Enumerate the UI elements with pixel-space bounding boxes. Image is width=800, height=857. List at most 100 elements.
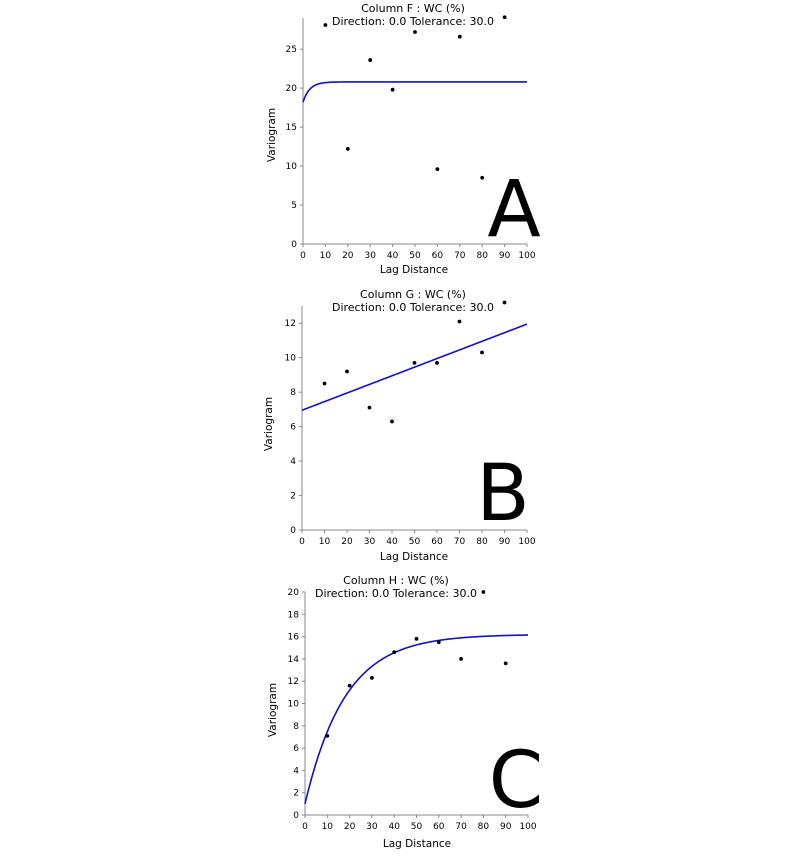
x-tick-label: 60 bbox=[433, 822, 445, 832]
y-tick-label: 10 bbox=[286, 162, 298, 172]
data-point bbox=[459, 657, 463, 661]
panel-label: B bbox=[476, 449, 530, 539]
x-tick-label: 0 bbox=[300, 251, 306, 261]
x-tick-label: 10 bbox=[322, 822, 334, 832]
chart-title: Column H : WC (%) bbox=[343, 574, 449, 587]
x-tick-label: 50 bbox=[411, 822, 423, 832]
x-tick-label: 30 bbox=[366, 822, 378, 832]
data-point bbox=[345, 147, 350, 151]
data-point bbox=[414, 636, 419, 641]
y-tick-label: 0 bbox=[291, 240, 297, 250]
y-tick-label: 4 bbox=[293, 766, 299, 776]
y-tick-label: 16 bbox=[288, 633, 300, 643]
x-tick-label: 50 bbox=[409, 251, 421, 261]
chart-subtitle: Direction: 0.0 Tolerance: 30.0 bbox=[332, 15, 494, 28]
y-tick-label: 2 bbox=[290, 492, 296, 502]
data-point bbox=[412, 360, 417, 365]
data-point bbox=[481, 590, 486, 594]
data-points bbox=[325, 590, 508, 738]
chart-title: Column F : WC (%) bbox=[361, 2, 465, 15]
x-tick-label: 10 bbox=[320, 251, 332, 261]
x-tick-label: 90 bbox=[499, 537, 511, 547]
data-points bbox=[322, 300, 507, 424]
x-tick-label: 100 bbox=[518, 537, 535, 547]
variogram-chart-a: Column F : WC (%) Direction: 0.0 Toleran… bbox=[266, 2, 541, 276]
x-tick-label: 30 bbox=[364, 537, 376, 547]
axes: 0 10 20 30 40 50 60 70 80 90 100 0 2 4 6 8 10 12 14 16 18 20 bbox=[288, 588, 537, 832]
data-point bbox=[392, 650, 397, 655]
x-tick-label: 40 bbox=[388, 822, 400, 832]
model-curve bbox=[301, 323, 528, 411]
x-tick-label: 90 bbox=[499, 251, 511, 261]
x-tick-label: 10 bbox=[319, 537, 331, 547]
axes: 0 10 20 30 40 50 60 70 80 90 100 0 5 10 15 20 25 bbox=[286, 18, 536, 261]
x-axis-label: Lag Distance bbox=[380, 551, 448, 563]
x-tick-label: 20 bbox=[341, 537, 353, 547]
x-tick-label: 20 bbox=[344, 822, 356, 832]
y-axis-label: Variogram bbox=[267, 683, 279, 737]
x-tick-label: 80 bbox=[476, 251, 488, 261]
model-line bbox=[302, 81, 527, 103]
model-line bbox=[304, 634, 529, 805]
data-point bbox=[480, 175, 485, 180]
data-point bbox=[367, 405, 372, 410]
model-curve bbox=[302, 81, 527, 103]
data-points bbox=[323, 15, 507, 180]
chart-subtitle: Direction: 0.0 Tolerance: 30.0 bbox=[315, 587, 477, 600]
y-tick-label: 10 bbox=[285, 354, 297, 364]
x-tick-label: 90 bbox=[500, 822, 512, 832]
data-point bbox=[322, 381, 327, 386]
data-point bbox=[503, 661, 508, 666]
y-axis-label: Variogram bbox=[263, 397, 275, 451]
data-point bbox=[325, 733, 330, 738]
x-tick-label: 20 bbox=[342, 251, 354, 261]
y-tick-label: 6 bbox=[293, 744, 299, 754]
x-tick-label: 100 bbox=[519, 822, 536, 832]
y-axis-label: Variogram bbox=[266, 108, 278, 162]
x-tick-label: 80 bbox=[476, 537, 488, 547]
y-tick-label: 0 bbox=[290, 526, 296, 536]
x-tick-label: 80 bbox=[478, 822, 490, 832]
y-tick-label: 20 bbox=[286, 84, 298, 94]
data-point bbox=[480, 350, 484, 355]
y-tick-label: 0 bbox=[293, 811, 299, 821]
data-point bbox=[390, 419, 394, 424]
data-point bbox=[457, 319, 462, 324]
y-tick-label: 12 bbox=[288, 677, 299, 687]
chart-title: Column G : WC (%) bbox=[360, 288, 466, 301]
x-tick-label: 70 bbox=[454, 537, 466, 547]
y-tick-label: 15 bbox=[286, 123, 297, 133]
x-tick-label: 70 bbox=[454, 251, 466, 261]
data-point bbox=[370, 675, 374, 680]
y-tick-label: 6 bbox=[290, 423, 296, 433]
x-tick-label: 0 bbox=[302, 822, 308, 832]
x-tick-label: 40 bbox=[387, 251, 399, 261]
x-tick-label: 70 bbox=[455, 822, 467, 832]
data-point bbox=[413, 30, 417, 34]
data-point bbox=[436, 640, 441, 645]
data-point bbox=[390, 87, 395, 92]
panel-label: A bbox=[487, 165, 540, 255]
data-point bbox=[435, 360, 439, 365]
model-curve bbox=[304, 634, 529, 805]
chart-subtitle: Direction: 0.0 Tolerance: 30.0 bbox=[332, 301, 494, 314]
panel-label: C bbox=[489, 736, 543, 826]
data-point bbox=[368, 58, 373, 62]
y-tick-label: 8 bbox=[290, 388, 296, 398]
data-point bbox=[323, 23, 328, 27]
x-tick-label: 40 bbox=[386, 537, 398, 547]
y-tick-label: 18 bbox=[288, 610, 300, 620]
y-tick-label: 14 bbox=[288, 655, 300, 665]
y-tick-label: 5 bbox=[291, 201, 297, 211]
y-tick-label: 8 bbox=[293, 722, 299, 732]
data-point bbox=[457, 34, 462, 39]
variogram-chart-b: Column G : WC (%) Direction: 0.0 Toleran… bbox=[263, 288, 536, 563]
data-point bbox=[435, 167, 440, 172]
y-tick-label: 20 bbox=[288, 588, 300, 598]
axes: 0 10 20 30 40 50 60 70 80 90 100 0 2 4 6 8 10 12 bbox=[285, 306, 536, 547]
y-tick-label: 2 bbox=[293, 789, 299, 799]
data-point bbox=[502, 15, 507, 20]
data-point bbox=[502, 300, 507, 305]
y-tick-label: 10 bbox=[288, 700, 300, 710]
x-tick-label: 60 bbox=[431, 537, 443, 547]
